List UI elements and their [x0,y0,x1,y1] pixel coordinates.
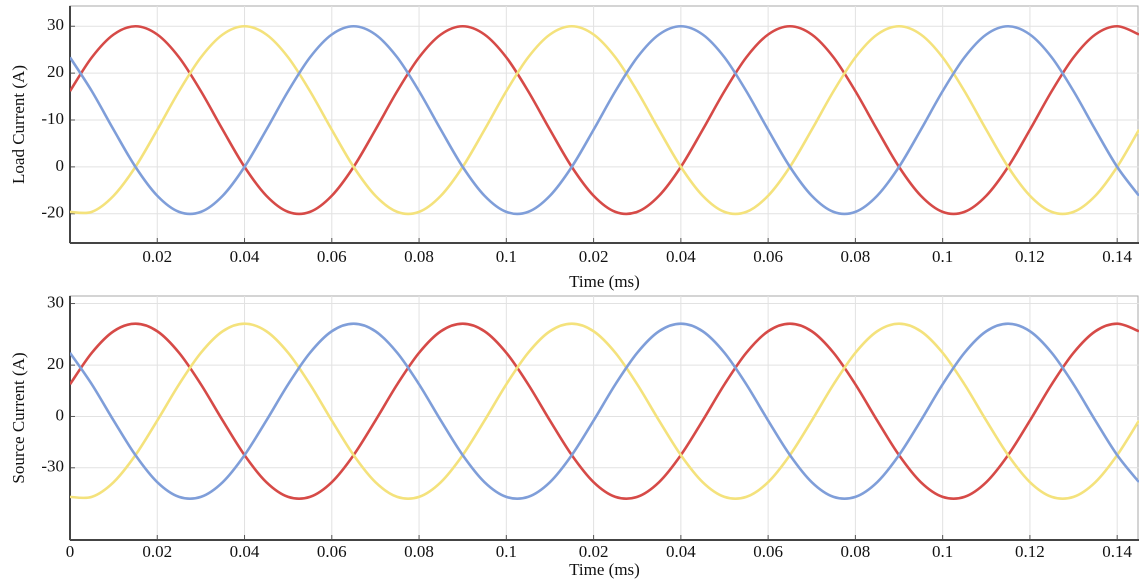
y-tick-label: 20 [47,354,64,373]
y-tick-label: 0 [56,156,65,175]
y-tick-label: -10 [41,109,64,128]
x-tick-label: 0.1 [496,542,517,561]
series-line [70,24,1139,216]
series-line [70,24,1139,216]
x-tick-label: 0.1 [496,247,517,266]
x-tick-label: 0.06 [317,247,347,266]
plot-area [69,295,1139,541]
series-line [70,322,1139,501]
y-tick-label: 20 [47,62,64,81]
x-tick-label: 0.14 [1102,247,1132,266]
x-tick-label: 0.12 [1015,542,1045,561]
x-tick-label: 0.06 [753,542,783,561]
x-tick-label: 0 [66,542,75,561]
x-tick-label: 0.08 [404,247,434,266]
x-tick-label: 0.14 [1102,542,1132,561]
x-axis-label: Time (ms) [569,560,640,579]
series-line [70,322,1139,501]
x-tick-label: 0.02 [142,247,172,266]
y-tick-label: -30 [41,457,64,476]
y-axis-label: Source Current (A) [9,352,28,483]
x-tick-label: 0.04 [666,247,696,266]
x-tick-label: 0.02 [142,542,172,561]
x-tick-label: 0.12 [1015,247,1045,266]
x-tick-label: 0.1 [932,542,953,561]
y-tick-label: 0 [56,405,65,424]
x-tick-label: 0.08 [841,542,871,561]
x-tick-label: 0.02 [579,247,609,266]
x-tick-label: 0.04 [230,542,260,561]
x-tick-label: 0.06 [317,542,347,561]
x-tick-label: 0.02 [579,542,609,561]
x-axis-label: Time (ms) [569,272,640,291]
series-line [70,24,1139,216]
y-tick-label: 30 [47,292,64,311]
y-tick-label: 30 [47,15,64,34]
x-tick-label: 0.04 [230,247,260,266]
x-tick-label: 0.1 [932,247,953,266]
x-tick-label: 0.08 [841,247,871,266]
x-tick-label: 0.06 [753,247,783,266]
series-line [70,322,1139,501]
x-tick-label: 0.04 [666,542,696,561]
y-axis-label: Load Current (A) [9,65,28,184]
y-tick-label: -20 [41,203,64,222]
x-tick-label: 0.08 [404,542,434,561]
